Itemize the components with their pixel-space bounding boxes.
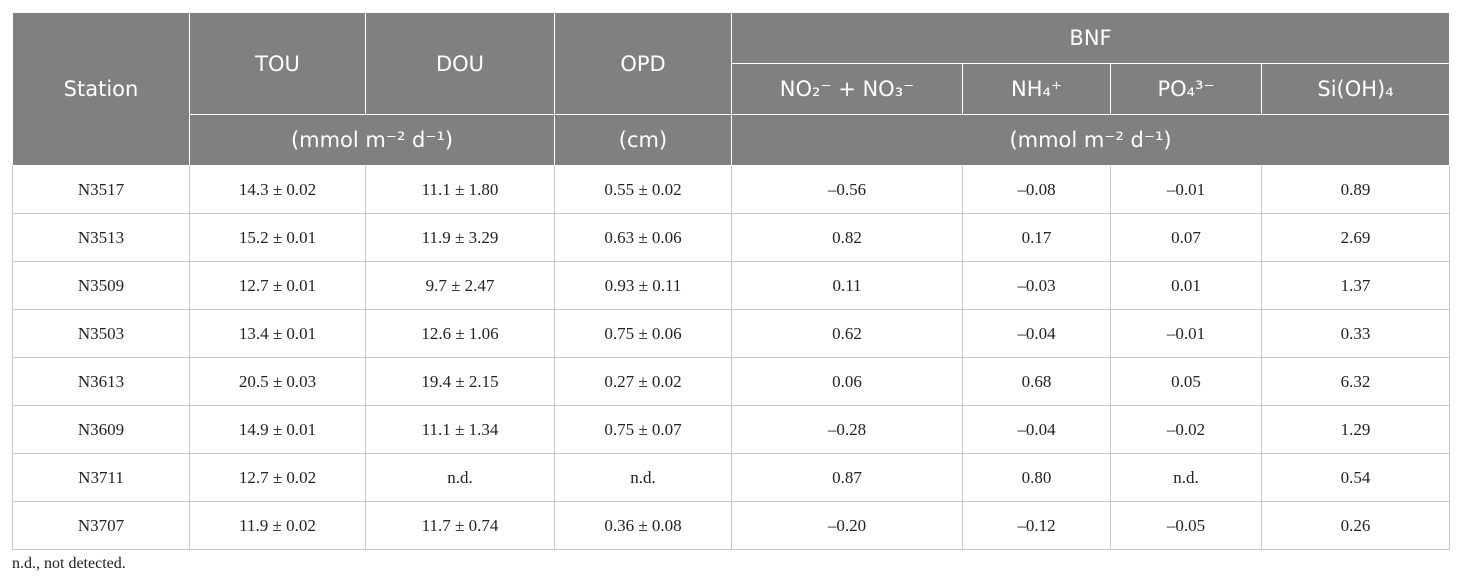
table-cell: 0.05 [1110,357,1262,406]
table-cell: –0.04 [962,405,1111,454]
table-row: N3707 11.9 ± 0.02 11.7 ± 0.74 0.36 ± 0.08 –0… [12,501,1451,550]
table-cell: 0.26 [1260,501,1451,550]
table-header: Station TOU DOU OPD BNF NO₂⁻ + NO₃⁻ NH₄⁺… [12,12,1451,166]
data-table: Station TOU DOU OPD BNF NO₂⁻ + NO₃⁻ NH₄⁺… [12,12,1451,550]
table-cell: –0.01 [1110,309,1262,358]
table-row: N3609 14.9 ± 0.01 11.1 ± 1.34 0.75 ± 0.07 –0… [12,405,1451,454]
table-cell: 12.6 ± 1.06 [365,309,555,358]
header-cell: OPD [554,12,732,115]
table-cell: –0.28 [731,405,963,454]
table-cell: 20.5 ± 0.03 [189,357,366,406]
header-cell: (mmol m⁻² d⁻¹) [730,114,1451,166]
header-cell: PO₄³⁻ [1110,63,1262,115]
table-cell: 0.36 ± 0.08 [554,501,732,550]
table-cell: –0.08 [962,165,1111,214]
table-cell: 0.55 ± 0.02 [554,165,732,214]
table-cell: N3513 [12,213,190,262]
header-cell: (mmol m⁻² d⁻¹) [189,114,555,166]
header-cell: Station [12,12,190,166]
table-cell: 1.37 [1260,261,1451,310]
table-row: N3711 12.7 ± 0.02 n.d. n.d. 0.87 0.80 n.d. 0.54 [12,453,1451,502]
header-cell: NO₂⁻ + NO₃⁻ [731,63,963,115]
table-cell: 11.1 ± 1.34 [365,405,555,454]
table-cell: 0.01 [1110,261,1262,310]
table-cell: –0.56 [731,165,963,214]
table-cell: 0.63 ± 0.06 [554,213,732,262]
table-cell: 12.7 ± 0.02 [189,453,366,502]
footnote: n.d., not detected. [12,555,126,572]
table-cell: N3711 [12,453,190,502]
table-cell: 9.7 ± 2.47 [365,261,555,310]
table-cell: N3503 [12,309,190,358]
table-cell: N3509 [12,261,190,310]
table-row: N3509 12.7 ± 0.01 9.7 ± 2.47 0.93 ± 0.11 0.1… [12,261,1451,310]
table-cell: 15.2 ± 0.01 [189,213,366,262]
table-cell: 2.69 [1260,213,1451,262]
table-cell: n.d. [554,453,732,502]
table-cell: 11.1 ± 1.80 [365,165,555,214]
table-cell: –0.04 [962,309,1111,358]
table-cell: 0.62 [731,309,963,358]
table-cell: –0.03 [962,261,1111,310]
table-cell: –0.12 [962,501,1111,550]
table-cell: 0.75 ± 0.07 [554,405,732,454]
table-cell: –0.01 [1110,165,1262,214]
table-cell: 6.32 [1260,357,1451,406]
table-cell: 1.29 [1260,405,1451,454]
table-cell: 14.3 ± 0.02 [189,165,366,214]
table-row: N3513 15.2 ± 0.01 11.9 ± 3.29 0.63 ± 0.06 0.… [12,213,1451,262]
header-cell: BNF [730,12,1451,64]
table-cell: N3707 [12,501,190,550]
table-cell: 0.17 [962,213,1111,262]
table-cell: N3613 [12,357,190,406]
table-cell: 0.93 ± 0.11 [554,261,732,310]
table-cell: –0.20 [731,501,963,550]
table-cell: n.d. [1110,453,1262,502]
table-cell: n.d. [365,453,555,502]
table-body: N3517 14.3 ± 0.02 11.1 ± 1.80 0.55 ± 0.02 –0… [12,165,1451,550]
header-cell: NH₄⁺ [962,63,1111,115]
table-cell: –0.05 [1110,501,1262,550]
table-cell: 13.4 ± 0.01 [189,309,366,358]
table-cell: N3517 [12,165,190,214]
table-row: N3613 20.5 ± 0.03 19.4 ± 2.15 0.27 ± 0.02 0.… [12,357,1451,406]
table-row: N3503 13.4 ± 0.01 12.6 ± 1.06 0.75 ± 0.06 0.… [12,309,1451,358]
table-cell: 12.7 ± 0.01 [189,261,366,310]
table-cell: –0.02 [1110,405,1262,454]
table-cell: 0.54 [1260,453,1451,502]
table-cell: 0.27 ± 0.02 [554,357,732,406]
table-cell: 0.07 [1110,213,1262,262]
table-cell: 0.06 [731,357,963,406]
header-cell: TOU [189,12,366,115]
table-row: N3517 14.3 ± 0.02 11.1 ± 1.80 0.55 ± 0.02 –0… [12,165,1451,214]
header-cell: DOU [365,12,555,115]
table-cell: 11.7 ± 0.74 [365,501,555,550]
table-cell: 0.68 [962,357,1111,406]
table-cell: 11.9 ± 0.02 [189,501,366,550]
table-cell: 19.4 ± 2.15 [365,357,555,406]
table-cell: 0.87 [731,453,963,502]
header-cell: (cm) [554,114,732,166]
table-cell: 0.33 [1260,309,1451,358]
header-cell: Si(OH)₄ [1260,63,1451,115]
table-cell: 0.89 [1260,165,1451,214]
table-cell: 14.9 ± 0.01 [189,405,366,454]
table-cell: 0.82 [731,213,963,262]
table-cell: 11.9 ± 3.29 [365,213,555,262]
table-cell: N3609 [12,405,190,454]
table-cell: 0.80 [962,453,1111,502]
table-cell: 0.11 [731,261,963,310]
table-cell: 0.75 ± 0.06 [554,309,732,358]
